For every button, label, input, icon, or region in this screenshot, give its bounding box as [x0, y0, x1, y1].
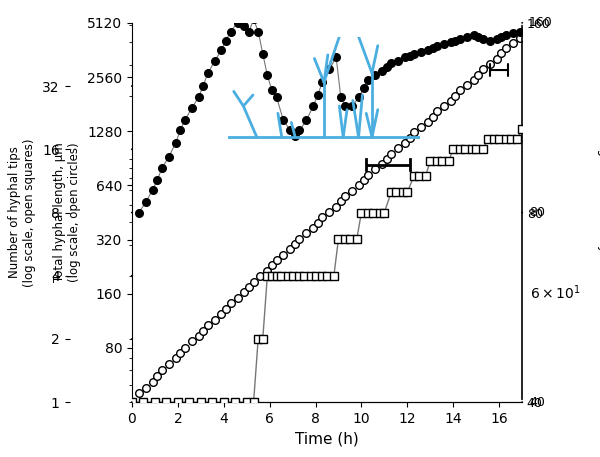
Y-axis label: Total hyphal length, μm
(log scale, open circles): Total hyphal length, μm (log scale, open…	[53, 143, 82, 282]
Text: 40: 40	[529, 396, 545, 409]
Y-axis label: Number of hyphal tips
(log scale, open squares): Number of hyphal tips (log scale, open s…	[8, 138, 37, 287]
Text: 80: 80	[529, 206, 545, 219]
Y-axis label: Length of hyphal growth unit (μm)
log scale, closed symbols: Length of hyphal growth unit (μm) log sc…	[597, 111, 600, 314]
X-axis label: Time (h): Time (h)	[295, 431, 359, 446]
Text: 160: 160	[529, 16, 553, 29]
